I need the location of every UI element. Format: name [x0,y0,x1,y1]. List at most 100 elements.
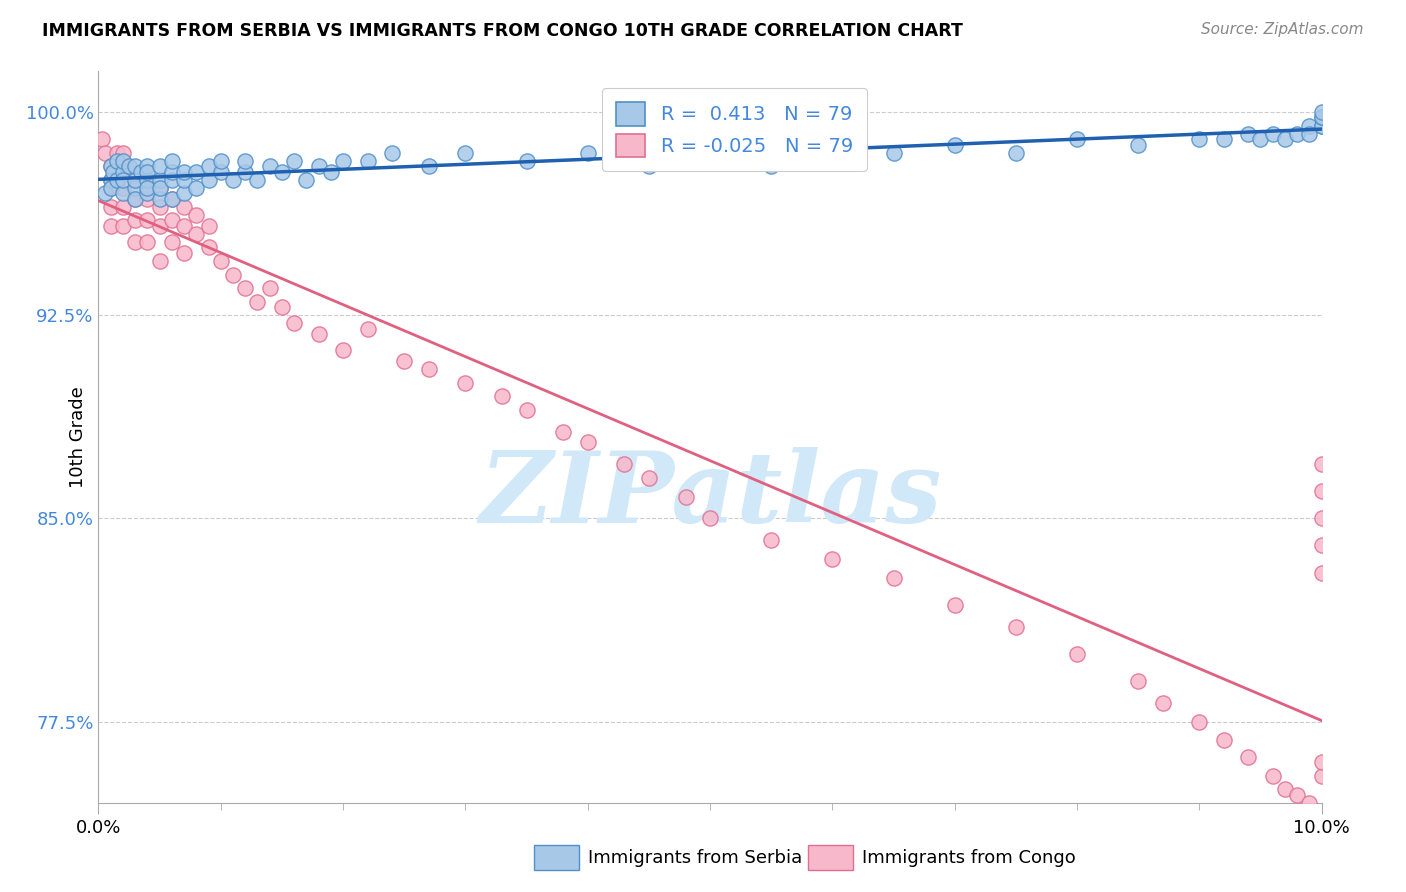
Point [270,164,292,178]
Point [197,219,219,233]
Y-axis label: 10th Grade: 10th Grade [69,386,87,488]
Legend: R =  0.413   N = 79, R = -0.025   N = 79: R = 0.413 N = 79, R = -0.025 N = 79 [602,88,866,171]
Point [100,159,122,173]
Point [93,186,115,201]
Point [392,354,416,368]
Point [105,145,128,160]
Point [160,235,183,249]
Point [136,159,159,173]
Point [883,145,905,160]
Point [454,145,477,160]
Point [160,213,183,227]
Point [516,403,538,417]
Point [516,153,538,168]
Point [136,172,159,186]
Point [149,254,172,268]
Point [1237,127,1260,141]
Point [491,389,513,403]
Point [160,153,183,168]
Point [111,219,134,233]
Point [1237,749,1260,764]
Point [111,200,134,214]
Point [943,598,966,612]
Point [100,181,122,195]
Point [1066,132,1088,146]
Text: Source: ZipAtlas.com: Source: ZipAtlas.com [1201,22,1364,37]
Text: Immigrants from Serbia: Immigrants from Serbia [588,849,801,867]
Point [637,471,661,485]
Point [100,219,122,233]
Point [100,159,122,173]
Point [1310,755,1333,769]
Point [186,227,208,241]
Point [136,164,159,178]
Point [149,172,172,186]
Point [173,172,195,186]
Point [454,376,477,390]
Point [149,159,172,173]
Point [1152,696,1174,710]
Point [259,281,281,295]
Point [283,316,305,330]
Point [1004,620,1026,634]
Point [160,164,183,178]
Point [821,137,844,152]
Point [149,181,172,195]
Point [136,235,159,249]
Point [1310,105,1333,120]
Point [308,159,330,173]
Point [699,145,721,160]
Point [295,172,318,186]
Point [356,153,378,168]
Point [93,145,115,160]
Point [111,186,134,201]
Point [209,164,232,178]
Point [259,159,281,173]
Text: Immigrants from Congo: Immigrants from Congo [862,849,1076,867]
Point [197,240,219,254]
Point [186,164,208,178]
Point [1286,788,1309,802]
Point [111,164,134,178]
Point [1128,137,1150,152]
Point [1310,566,1333,580]
Point [1066,647,1088,661]
Point [1298,127,1320,141]
Point [1310,119,1333,133]
Point [100,172,122,186]
Point [105,153,128,168]
Point [197,172,219,186]
Point [418,362,440,376]
Point [356,322,378,336]
Point [246,294,269,309]
Point [1310,111,1333,125]
Point [129,164,152,178]
Point [124,213,146,227]
Point [1298,796,1320,810]
Point [124,192,146,206]
Point [173,164,195,178]
Point [821,552,844,566]
Point [1004,145,1026,160]
Point [111,153,134,168]
Point [319,164,342,178]
Point [1274,782,1296,797]
Point [1188,714,1211,729]
Point [233,164,256,178]
Point [1249,132,1271,146]
Point [1298,119,1320,133]
Point [136,181,159,195]
Point [124,181,146,195]
Point [100,181,122,195]
Point [160,192,183,206]
Point [124,172,146,186]
Point [160,172,183,186]
Point [1310,111,1333,125]
Point [186,208,208,222]
Point [124,172,146,186]
Point [160,192,183,206]
Point [222,268,245,282]
Point [100,200,122,214]
Point [283,153,305,168]
Point [332,343,354,358]
